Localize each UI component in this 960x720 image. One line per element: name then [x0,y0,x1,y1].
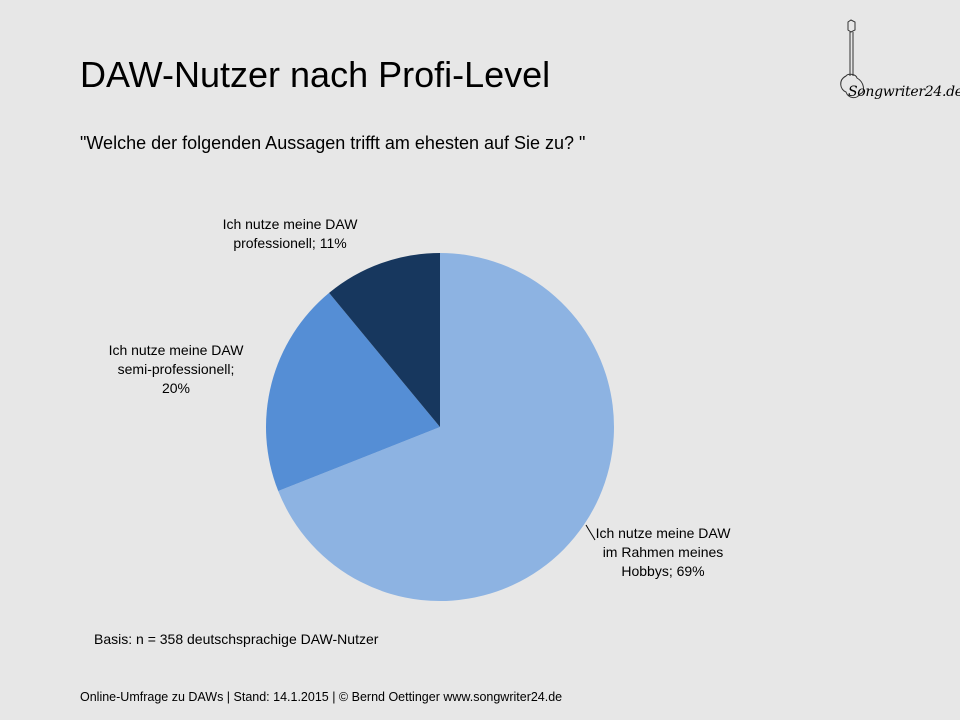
slice-label-professional-line-1: Ich nutze meine DAW [222,216,358,232]
slice-label-professional-line-2: professionell; 11% [233,235,347,251]
logo-text: Songwriter24.de [848,84,960,100]
slice-label-hobby-line-2: im Rahmen meines [602,544,724,560]
slide-title: DAW-Nutzer nach Profi-Level [80,54,551,95]
pie-slice-hobby [278,253,615,602]
pie-slice-professional [329,253,440,427]
slice-label-professional: Ich nutze meine DAW professionell; 11% [200,215,380,253]
slice-label-hobby-line-3: Hobbys; 69% [621,563,705,579]
leader-line-hobby [585,524,596,541]
slide-subtitle: "Welche der folgenden Aussagen trifft am… [80,133,586,153]
footer-text: Online-Umfrage zu DAWs | Stand: 14.1.201… [80,690,563,704]
slice-label-hobby: Ich nutze meine DAW im Rahmen meines Hob… [588,524,738,581]
slice-label-semi-pro-line-2: semi-professionell; [117,361,235,377]
basis-note: Basis: n = 358 deutschsprachige DAW-Nutz… [94,631,379,647]
slice-label-semi-pro-line-3: 20% [161,380,191,396]
pie-slice-semi-pro [266,292,440,492]
slice-label-semi-pro-line-1: Ich nutze meine DAW [108,342,244,358]
slice-label-hobby-line-1: Ich nutze meine DAW [595,525,731,541]
guitar-logo-icon [840,19,865,99]
slice-label-semi-pro: Ich nutze meine DAW semi-professionell; … [86,341,266,398]
